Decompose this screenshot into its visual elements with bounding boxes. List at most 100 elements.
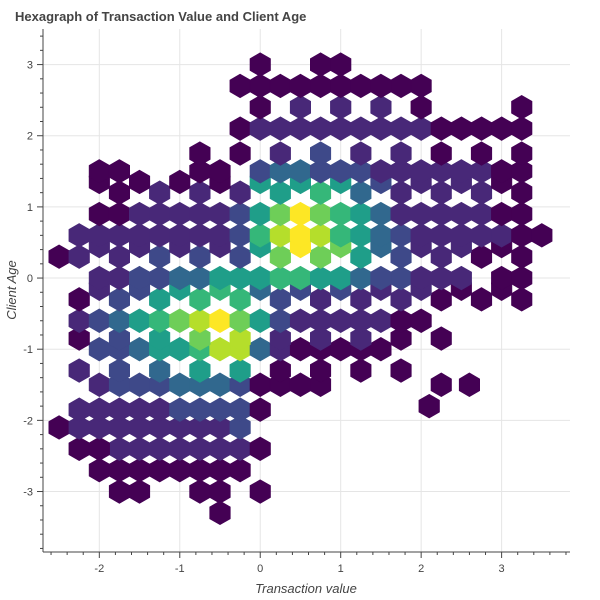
hex-bin: [108, 180, 130, 205]
hex-bin: [450, 265, 472, 291]
hex-bin: [289, 73, 312, 99]
hex-bin: [370, 95, 392, 120]
hex-bin: [88, 397, 110, 422]
hex-bin: [108, 457, 130, 483]
hex-bin: [309, 52, 332, 77]
hex-bin: [88, 457, 110, 483]
hex-bin: [229, 358, 251, 383]
hex-bin: [430, 116, 452, 141]
hex-bin: [189, 308, 211, 333]
hex-bin: [309, 116, 332, 141]
hex-bin: [330, 116, 352, 141]
hex-bin: [149, 287, 171, 312]
hex-bin: [491, 201, 513, 227]
hex-bin: [309, 73, 332, 99]
hex-bin: [189, 141, 211, 166]
hex-bin: [169, 337, 191, 362]
hex-bin: [169, 397, 191, 422]
hex-bin: [430, 265, 452, 291]
x-tick-label: 2: [418, 563, 424, 575]
hex-bin: [169, 372, 191, 397]
hex-bin: [209, 500, 231, 526]
hex-bin: [269, 287, 291, 312]
hex-bin: [149, 397, 171, 422]
hex-bin: [129, 436, 151, 462]
hex-bin: [169, 201, 191, 227]
hex-bin: [269, 223, 291, 248]
hex-bin: [350, 265, 372, 291]
hex-bin: [249, 308, 271, 333]
hex-bin: [390, 73, 412, 99]
hex-bin: [511, 223, 533, 248]
hex-bin: [108, 159, 130, 184]
hex-bin: [68, 436, 90, 462]
hex-layer: [48, 52, 553, 526]
hex-bin: [209, 201, 231, 227]
hex-bin: [309, 180, 332, 205]
hex-bin: [169, 308, 191, 333]
hex-bin: [511, 180, 533, 205]
hex-bin: [249, 52, 271, 77]
hex-bin: [470, 201, 493, 227]
hex-bin: [108, 244, 130, 269]
hex-bin: [209, 479, 231, 504]
hex-bin: [470, 180, 493, 205]
y-tick-label: 0: [27, 273, 33, 285]
hex-bin: [169, 457, 191, 483]
hex-bin: [169, 169, 191, 195]
hex-bin: [108, 308, 130, 333]
hex-bin: [129, 372, 151, 397]
hex-bin: [350, 244, 372, 269]
hex-bin: [269, 180, 291, 205]
hex-bin: [209, 337, 231, 362]
hex-bin: [269, 358, 291, 383]
hex-bin: [531, 223, 553, 248]
hex-bin: [169, 436, 191, 462]
hex-bin: [229, 201, 251, 227]
hex-bin: [350, 116, 372, 141]
hex-bin: [309, 265, 332, 291]
hex-bin: [269, 73, 291, 99]
hex-bin: [249, 73, 271, 99]
hex-bin: [430, 180, 452, 205]
hex-bin: [189, 436, 211, 462]
x-axis-ticks: -2 -1 0 1 2 3: [50, 552, 567, 575]
hex-bin: [450, 201, 472, 227]
hex-bin: [330, 95, 352, 120]
hex-bin: [330, 337, 352, 362]
hex-bin: [309, 308, 332, 333]
hex-bin: [350, 358, 372, 383]
hex-bin: [189, 479, 211, 504]
hex-bin: [370, 116, 392, 141]
hex-bin: [390, 244, 412, 269]
hex-bin: [350, 201, 372, 227]
hex-bin: [129, 457, 151, 483]
hex-bin: [68, 223, 90, 248]
hex-bin: [108, 201, 130, 227]
hex-bin: [390, 116, 412, 141]
hex-bin: [370, 201, 392, 227]
hex-bin: [68, 287, 90, 312]
hex-bin: [309, 287, 332, 312]
hex-bin: [149, 244, 171, 269]
hex-bin: [249, 337, 271, 362]
hex-bin: [370, 308, 392, 333]
hex-bin: [249, 201, 271, 227]
hex-bin: [209, 308, 231, 333]
hex-bin: [48, 415, 70, 440]
hex-bin: [511, 159, 533, 184]
hex-bin: [129, 169, 151, 195]
hex-bin: [430, 244, 452, 269]
hex-bin: [108, 358, 130, 383]
hex-bin: [68, 358, 90, 383]
hex-bin: [390, 287, 412, 312]
hex-bin: [209, 457, 231, 483]
hex-bin: [470, 116, 493, 141]
hex-bin: [68, 308, 90, 333]
hex-bin: [189, 358, 211, 383]
hex-bin: [229, 73, 251, 99]
x-tick-label: 3: [499, 563, 505, 575]
hex-bin: [430, 372, 452, 397]
hex-bin: [470, 244, 493, 269]
hex-bin: [249, 95, 271, 120]
